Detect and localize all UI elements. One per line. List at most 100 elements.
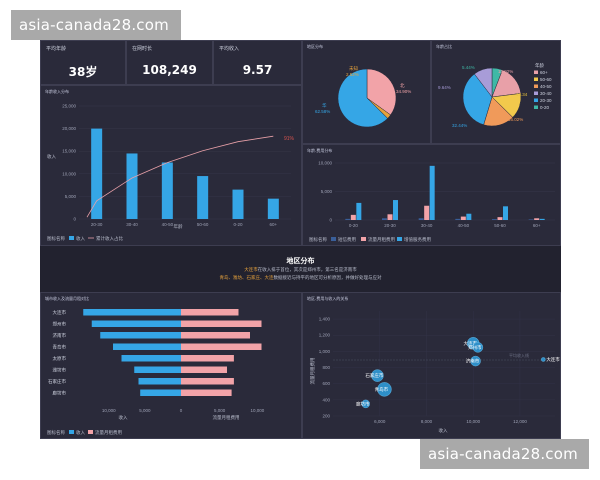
dashboard: 平均年龄 38岁 在网时长 108,249 平均收入 9.57 年龄收入分布 2…: [40, 40, 561, 439]
usage-bar: [492, 219, 497, 220]
legend-swatch-income: [69, 430, 74, 434]
income-bar: [197, 176, 209, 219]
legend-swatch: [534, 77, 538, 81]
legend-label: 60+: [540, 70, 548, 75]
city-label: 青岛市: [53, 344, 67, 351]
pie-label: 16.02%: [508, 117, 523, 122]
usage-bar: [424, 205, 430, 220]
kpi-value: 38岁: [68, 65, 98, 79]
city-label: 廊坊市: [53, 390, 67, 397]
income-bar: [267, 198, 279, 219]
legend-swatch: [534, 91, 538, 95]
legend-swatch-sms: [331, 237, 336, 241]
x-tick-label: 60+: [533, 223, 541, 228]
usage-panel: 年龄-费用分布 10,000 5,000 0 0-20 20-30 30-40 40-50…: [302, 144, 561, 246]
panel-title: 年龄收入分布: [45, 89, 69, 94]
watermark-top: asia-canada28.com: [11, 10, 181, 40]
usage-bar: [534, 218, 540, 220]
income-bar: [113, 343, 181, 350]
data-fee-bar: [181, 320, 262, 327]
usage-bar: [350, 214, 356, 220]
y-tick-label: 1,400: [319, 317, 331, 322]
legend-label-data: 流量月租费用: [368, 236, 395, 243]
legend-prefix: 图标名称: [47, 429, 65, 436]
legend-swatch: [534, 105, 538, 109]
x-axis-label-left: 收入: [119, 414, 128, 421]
legend-label-sms: 短信费用: [338, 236, 356, 243]
bubble-label: 廊坊市: [356, 400, 370, 407]
city-compare-panel: 城市收入及流量月租对比 大连市 郑州市 济南市 青岛市 太原市 潍坊市 石家庄市 廊坊市 10…: [40, 292, 302, 439]
x-tick-label: 20-30: [91, 222, 103, 227]
y-tick-label: 10,000: [62, 171, 76, 176]
y-tick-label: 20,000: [62, 126, 76, 131]
bubble-label: 大连市: [463, 340, 477, 347]
y-tick-label: 5,000: [321, 189, 333, 194]
age-pie-slice: [474, 67, 493, 98]
income-bar: [91, 320, 181, 327]
usage-bar: [345, 218, 351, 220]
bubble-label: 大连市: [546, 356, 560, 363]
bubble-point: [472, 342, 484, 353]
bubble-point: [470, 355, 481, 367]
y-axis-label: 收入: [47, 153, 56, 160]
panel-title: 城市收入及流量月租对比: [45, 296, 89, 301]
legend-swatch-data: [361, 237, 366, 241]
x-tick-label: 30-40: [126, 222, 138, 227]
section-line-1: 大连市在收入排于首位，其次是郑州市，第三名是济南市: [244, 267, 357, 272]
legend-swatch: [534, 98, 538, 102]
bubble-point: [541, 357, 546, 362]
legend-label: 0-20: [540, 105, 550, 110]
y-tick-label: 25,000: [62, 104, 76, 109]
pie-label: 5.44%: [462, 65, 475, 70]
y-tick-label: 0: [73, 217, 76, 222]
kpi-label: 在网时长: [132, 46, 153, 52]
bubble-label: 青岛市: [375, 386, 389, 393]
legend-swatch: [534, 84, 538, 88]
bubble-point: [371, 369, 384, 382]
income-bar: [126, 153, 138, 219]
legend-title: 年龄: [535, 62, 544, 69]
kpi-label: 平均年龄: [46, 46, 67, 52]
highlight-city: 大连市: [244, 267, 258, 272]
y-tick-label: 10,000: [318, 161, 332, 166]
region-pie-chart: 未知 2.52% 北 34.90% 华 62.58%: [315, 65, 411, 128]
x-tick-label: 0: [180, 408, 183, 413]
usage-bar: [418, 218, 424, 220]
age-pie-chart: 5.44% 15.92% 13.34 16.02% 32.44% 9.64% 年…: [438, 62, 552, 128]
panel-title: 年龄占比: [436, 44, 452, 49]
pie-label-south: 华: [322, 102, 327, 109]
legend-label: 20-30: [540, 98, 552, 103]
y-tick-label: 200: [322, 414, 330, 419]
x-axis-label: 收入: [439, 427, 448, 434]
cumulative-income-line: [86, 135, 274, 218]
usage-bar: [497, 217, 503, 220]
x-tick-label: 40-50: [458, 223, 470, 228]
legend-swatch-vas: [397, 237, 402, 241]
data-fee-bar: [181, 332, 250, 339]
data-fee-bar: [181, 309, 239, 316]
legend-label-data: 流量月租费用: [95, 429, 122, 436]
pie-label: 9.64%: [438, 85, 451, 90]
panel-title: 年龄-费用分布: [307, 148, 333, 153]
legend-label: 30-40: [540, 91, 552, 96]
x-tick-label: 30-40: [421, 223, 433, 228]
legend-label: 50-60: [540, 77, 552, 82]
city-label: 济南市: [53, 332, 67, 339]
usage-bar: [387, 214, 393, 220]
x-tick-label: 60+: [270, 222, 278, 227]
income-bar: [138, 378, 181, 385]
y-tick-label: 5,000: [65, 194, 77, 199]
x-axis-label: 年龄: [174, 223, 183, 230]
usage-bar: [466, 213, 472, 220]
income-bar: [232, 189, 244, 219]
bubble-chart: 1,400 1,200 1,000 800 600 400 200 6,000 8,000 10,…: [309, 311, 560, 434]
usage-bar: [393, 200, 398, 220]
x-tick-label: 10,000: [250, 408, 264, 413]
bubble-label: 石家庄市: [365, 372, 383, 379]
x-tick-label: 10,000: [102, 408, 116, 413]
x-tick-label: 5,000: [139, 408, 151, 413]
x-tick-label: 20-30: [384, 223, 396, 228]
x-tick-label: 50-60: [197, 222, 209, 227]
usage-bar: [503, 206, 508, 220]
